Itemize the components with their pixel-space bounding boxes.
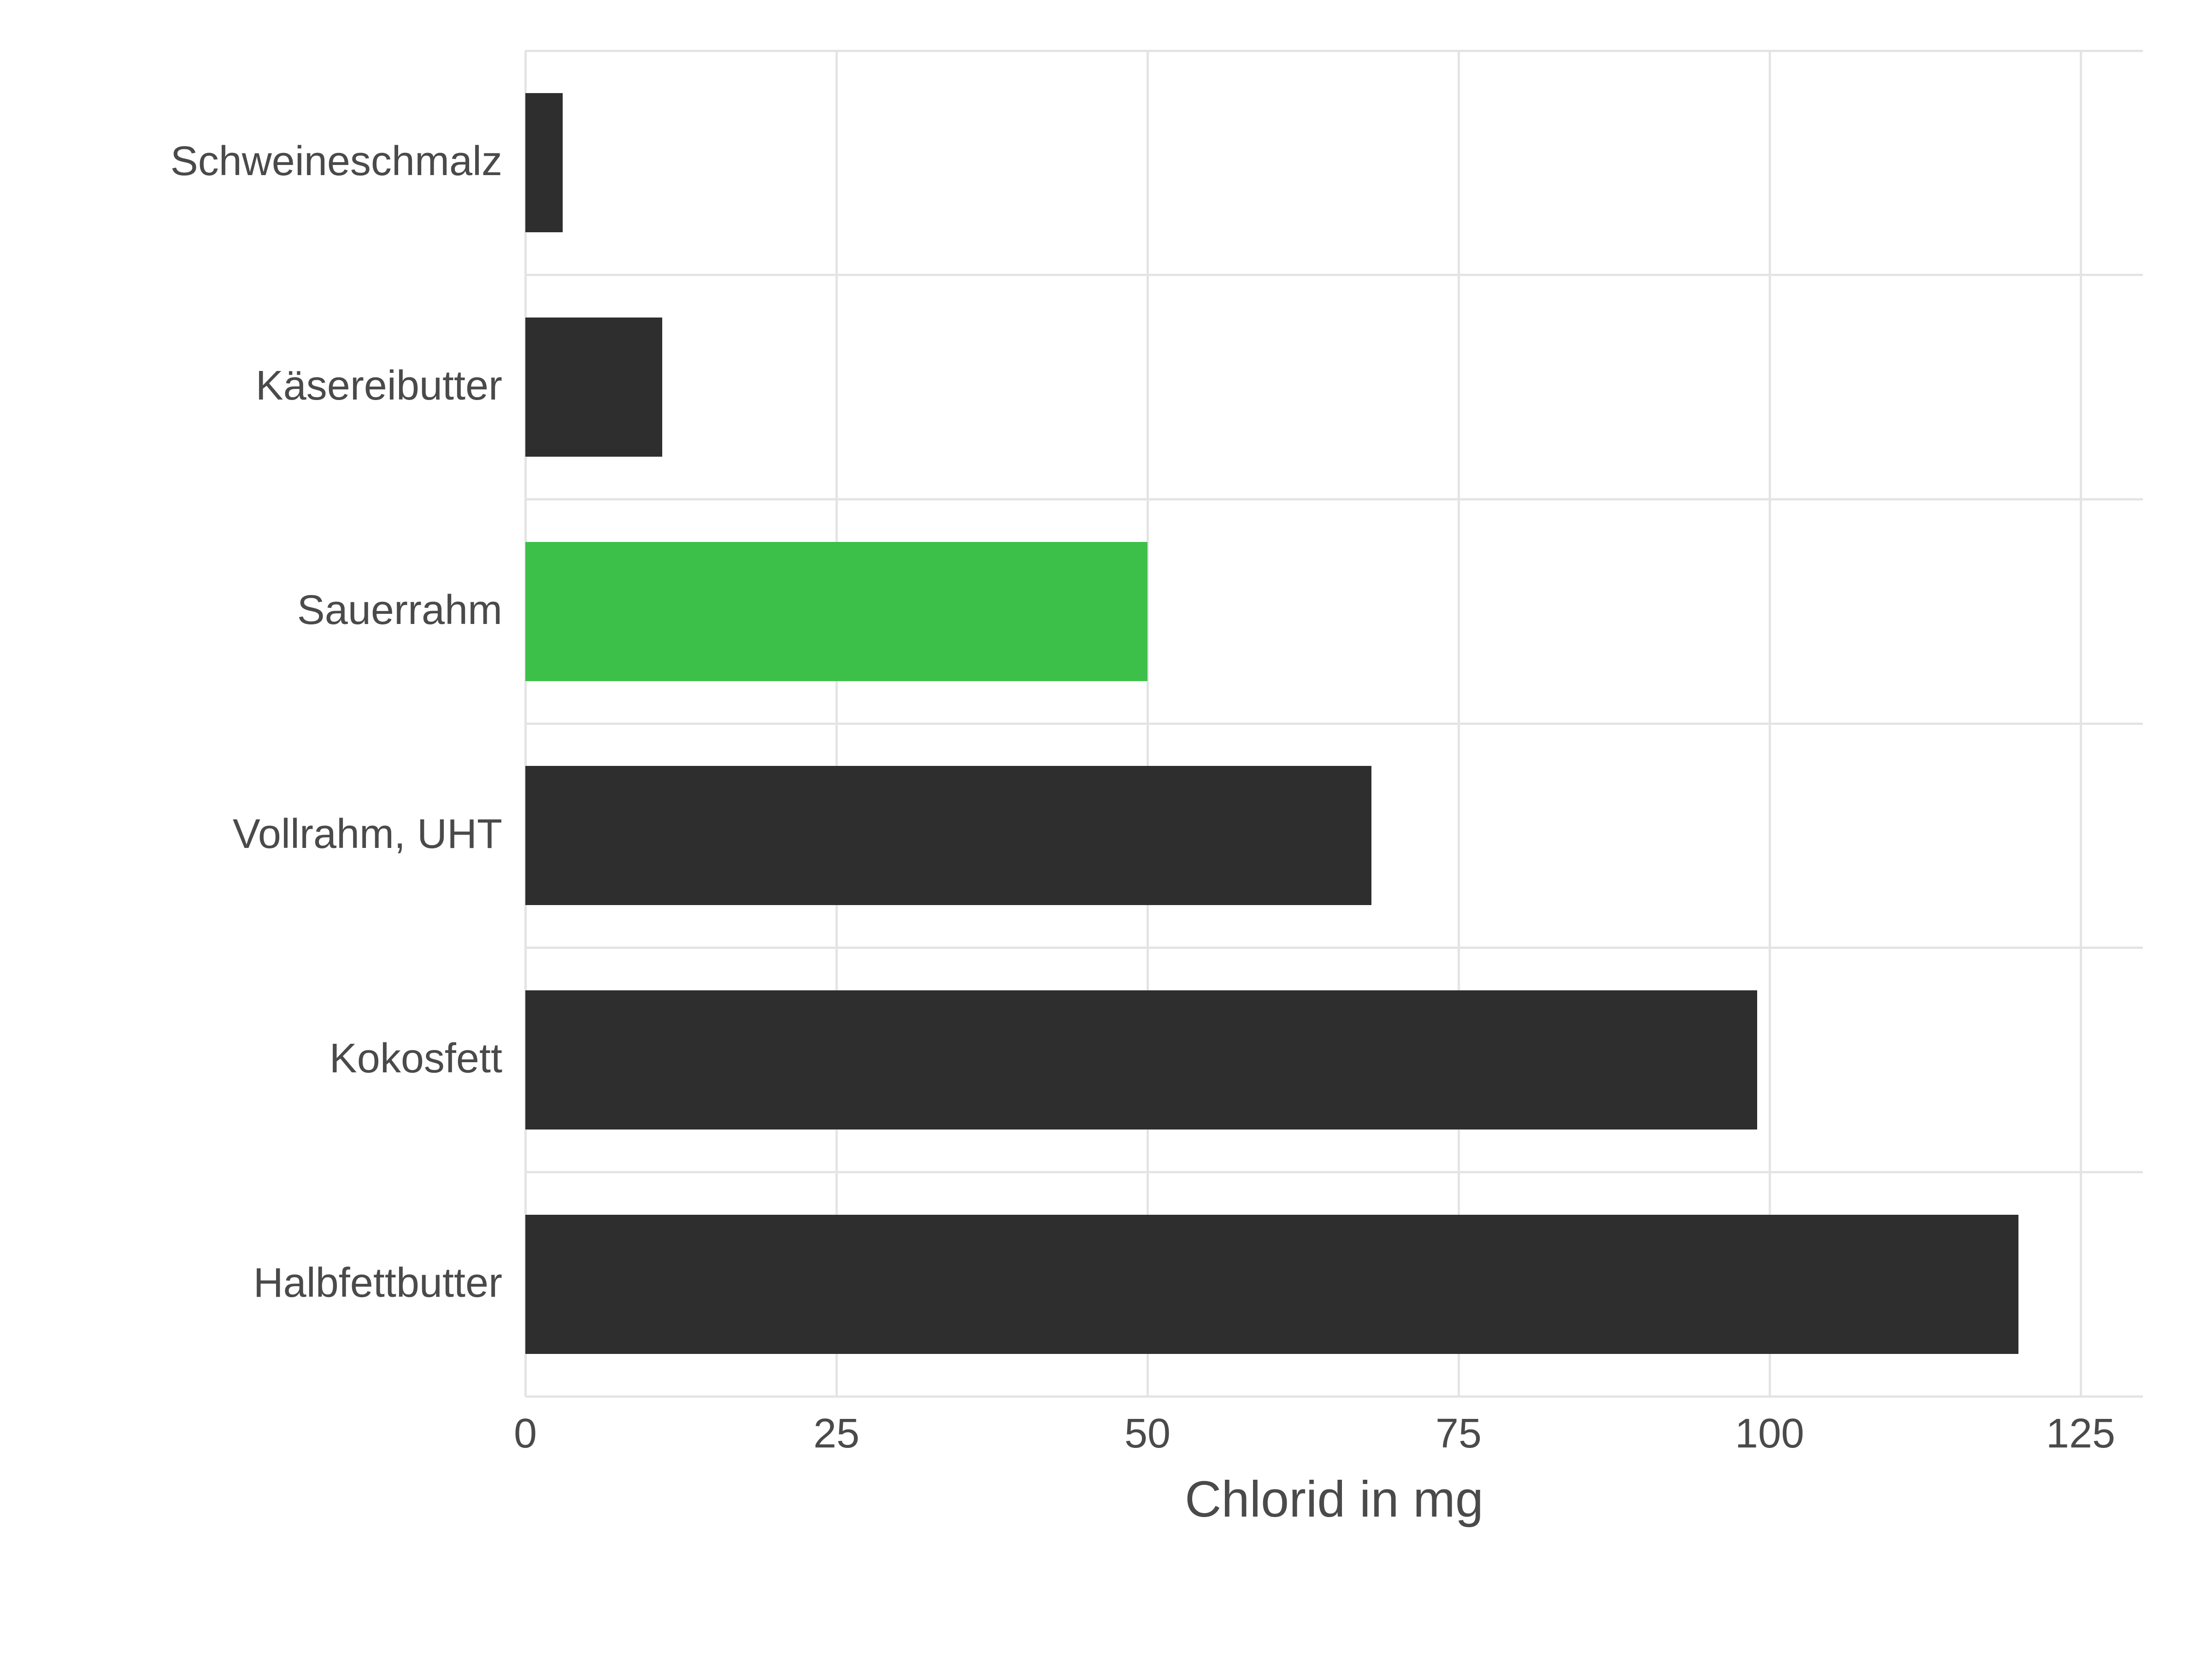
y-tick-label: Käsereibutter (256, 362, 502, 410)
gridline-horizontal (525, 723, 2143, 725)
x-axis-title: Chlorid in mg (525, 1470, 2143, 1529)
x-tick-label: 125 (2012, 1410, 2150, 1458)
x-tick-label: 50 (1078, 1410, 1217, 1458)
y-tick-label: Schweineschmalz (171, 138, 502, 185)
y-tick-label: Sauerrahm (297, 587, 502, 634)
gridline-horizontal (525, 274, 2143, 276)
y-tick-label: Kokosfett (329, 1035, 502, 1082)
x-tick-label: 100 (1700, 1410, 1839, 1458)
x-tick-label: 0 (456, 1410, 594, 1458)
gridline-horizontal (525, 1171, 2143, 1173)
gridline-horizontal (525, 1395, 2143, 1398)
y-tick-label: Halbfettbutter (253, 1259, 502, 1307)
gridline-horizontal (525, 498, 2143, 500)
bar (525, 990, 1757, 1130)
x-tick-label: 25 (767, 1410, 906, 1458)
x-tick-label: 75 (1389, 1410, 1528, 1458)
gridline-horizontal (525, 50, 2143, 52)
gridline-horizontal (525, 947, 2143, 949)
chlorid-bar-chart: Chlorid in mg 0 25 50 75 100 125 Schweineschma… (0, 0, 2212, 1659)
bar (525, 93, 563, 232)
plot-area (525, 51, 2143, 1396)
bar (525, 1215, 2018, 1354)
bar (525, 766, 1371, 905)
bar (525, 318, 662, 457)
y-tick-label: Vollrahm, UHT (233, 811, 502, 858)
bar (525, 542, 1147, 681)
